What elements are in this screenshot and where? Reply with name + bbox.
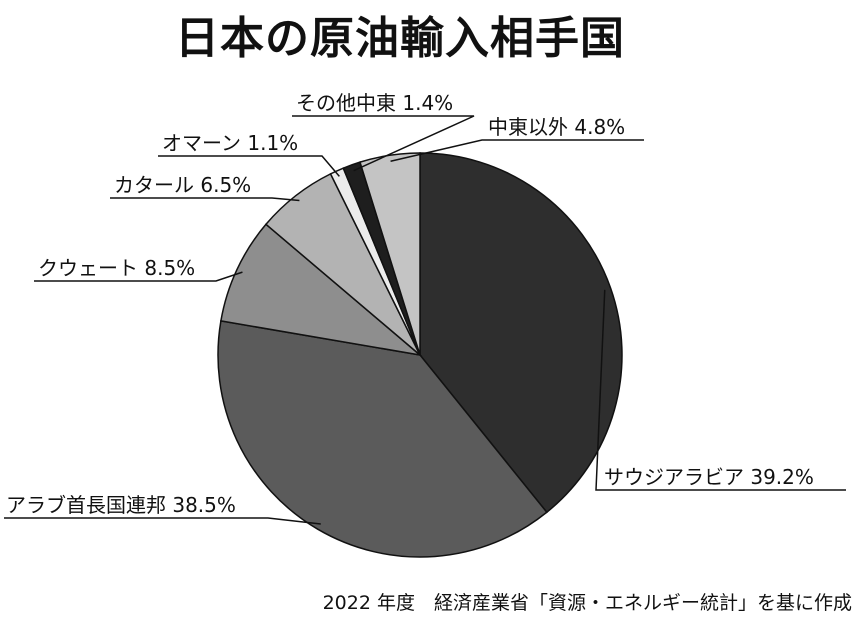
slice-label: アラブ首長国連邦 38.5% [6,493,236,517]
pie-slice [419,152,623,514]
leader-line [4,517,321,525]
leader-line [292,115,475,172]
leader-line [390,139,644,163]
chart-title: 日本の原油輸入相手国 [175,13,625,64]
pie-slice [359,152,421,356]
leader-line [110,197,300,202]
leader-line [158,155,340,177]
source-note: 2022 年度 経済産業省「資源・エネルギー統計」を基に作成 [322,592,852,614]
pie-slice [217,320,548,558]
slice-labels: サウジアラビア 39.2% アラブ首長国連邦 38.5% クウェート 8.5% カター… [6,91,814,517]
leader-lines [4,115,846,525]
pie-slices [217,152,623,558]
slice-label: 中東以外 4.8% [488,115,625,139]
slice-label: サウジアラビア 39.2% [604,465,814,489]
slice-label: その他中東 1.4% [296,91,453,115]
slice-label: オマーン 1.1% [162,131,298,155]
slice-label: カタール 6.5% [114,173,251,197]
slice-label: クウェート 8.5% [38,256,195,280]
leader-line [34,271,243,282]
leader-line [595,289,846,491]
pie-slice [220,223,423,357]
